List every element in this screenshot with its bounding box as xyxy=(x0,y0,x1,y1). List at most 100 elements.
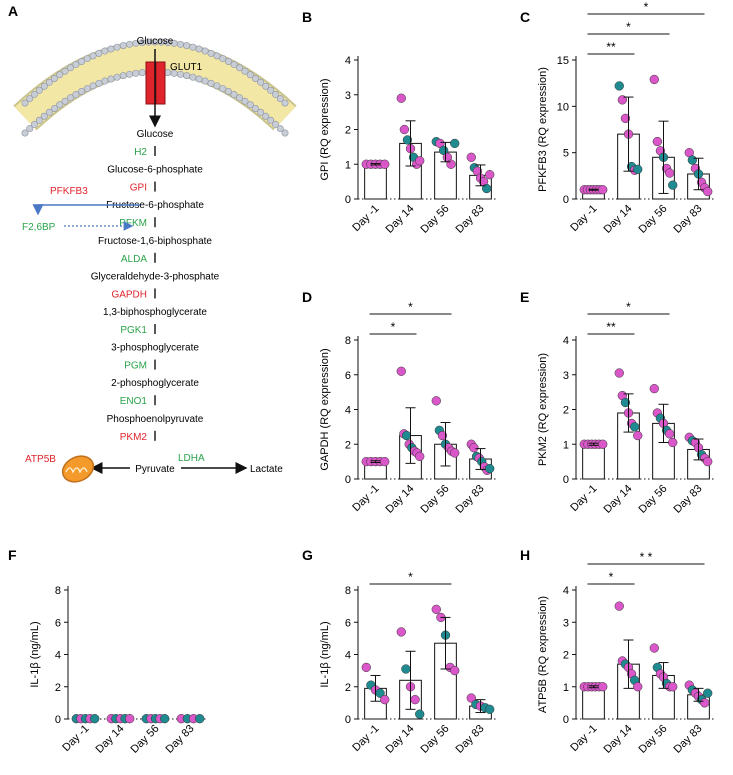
panel-label: F xyxy=(8,547,17,563)
metabolite-label: Glyceraldehyde-3-phosphate xyxy=(91,271,220,282)
significance-label: * xyxy=(609,570,614,584)
lipid-head xyxy=(219,55,227,63)
data-point xyxy=(125,714,135,724)
data-point xyxy=(649,643,659,653)
f26bp-label: F2,6BP xyxy=(22,222,56,233)
data-point xyxy=(699,698,710,708)
data-point xyxy=(620,397,631,408)
data-point xyxy=(195,714,205,724)
lipid-head xyxy=(35,116,43,124)
lipid-head xyxy=(230,91,238,99)
data-point xyxy=(396,627,406,637)
x-tick-label: Day 83 xyxy=(671,483,704,516)
y-tick-label: 0 xyxy=(55,714,61,726)
lipid-head xyxy=(83,55,91,63)
y-axis-label: PKM2 (RQ expression) xyxy=(537,353,549,466)
glut1-transporter-half xyxy=(155,61,166,105)
data-point xyxy=(431,604,441,614)
lipid-head xyxy=(230,61,238,69)
x-tick-label: Day 83 xyxy=(453,203,486,236)
lipid-head xyxy=(50,104,58,112)
x-tick-label: Day 56 xyxy=(418,723,451,756)
x-tick-label: Day 56 xyxy=(418,483,451,516)
data-point xyxy=(614,601,624,611)
lipid-head xyxy=(267,86,275,94)
lipid-head xyxy=(95,49,103,57)
lipid-head xyxy=(107,75,115,83)
lipid-head xyxy=(189,43,197,51)
enzyme-label: ENO1 xyxy=(120,396,148,407)
data-point xyxy=(380,159,390,169)
x-tick-label: Day -1 xyxy=(350,483,381,514)
data-point xyxy=(668,180,678,190)
data-point xyxy=(380,695,390,705)
lipid-head xyxy=(126,70,134,78)
mitochondria-icon xyxy=(61,455,95,483)
lipid-head xyxy=(281,99,289,107)
lipid-head xyxy=(236,64,244,72)
x-tick-label: Day 56 xyxy=(128,723,161,756)
lipid-head xyxy=(195,75,203,83)
lipid-head xyxy=(272,90,280,98)
y-tick-label: 3 xyxy=(345,90,351,102)
lactate-label: Lactate xyxy=(250,464,283,475)
lipid-head xyxy=(113,43,121,51)
y-tick-label: 4 xyxy=(345,650,351,662)
y-tick-label: 4 xyxy=(563,335,569,347)
y-axis-label: IL-1β (ng/mL) xyxy=(29,621,41,687)
lipid-head xyxy=(56,71,64,79)
significance-label: * * xyxy=(640,550,653,564)
significance-label: * xyxy=(626,20,631,34)
data-point xyxy=(485,170,495,180)
y-tick-label: 2 xyxy=(563,405,569,417)
y-tick-label: 0 xyxy=(563,194,569,206)
lipid-head xyxy=(113,73,121,81)
data-point xyxy=(469,443,479,453)
data-point xyxy=(633,682,643,692)
data-point xyxy=(617,95,628,105)
pyruvate-label: Pyruvate xyxy=(135,464,175,475)
data-point xyxy=(450,138,460,149)
x-tick-label: Day 14 xyxy=(93,723,126,756)
lipid-head xyxy=(21,129,29,137)
glucose-outside-label: Glucose xyxy=(137,36,174,47)
lipid-head xyxy=(252,74,260,82)
lipid-head xyxy=(262,112,270,120)
y-axis-label: GAPDH (RQ expression) xyxy=(319,348,331,470)
lipid-head xyxy=(101,77,109,85)
metabolite-label: 2-phosphoglycerate xyxy=(111,378,199,389)
data-point xyxy=(410,695,420,705)
significance-label: * xyxy=(391,320,396,334)
lipid-head xyxy=(45,78,53,86)
lipid-head xyxy=(132,69,140,77)
atp5b-label: ATP5B xyxy=(25,454,56,465)
x-tick-label: Day -1 xyxy=(568,723,599,754)
y-tick-label: 15 xyxy=(557,55,569,67)
y-tick-label: 2 xyxy=(345,125,351,137)
bar xyxy=(582,443,605,480)
lipid-head xyxy=(56,101,64,109)
y-tick-label: 8 xyxy=(345,335,351,347)
enzyme-label: H2 xyxy=(134,147,147,158)
data-point xyxy=(415,156,425,166)
lipid-head xyxy=(126,40,134,48)
data-point xyxy=(620,113,631,124)
lipid-head xyxy=(45,108,53,116)
data-point xyxy=(399,124,410,135)
data-point xyxy=(401,430,412,441)
data-point xyxy=(431,396,441,406)
enzyme-label: PGM xyxy=(124,361,147,372)
data-point xyxy=(649,74,659,85)
y-tick-label: 1 xyxy=(345,159,351,171)
data-point xyxy=(396,93,406,103)
y-tick-label: 6 xyxy=(55,617,61,629)
metabolite-label: Glucose-6-phosphate xyxy=(107,165,203,176)
lipid-head xyxy=(78,87,86,95)
data-point xyxy=(160,714,170,724)
data-point xyxy=(629,422,640,432)
glut1-transporter xyxy=(145,61,156,105)
lipid-head xyxy=(26,95,34,103)
lipid-head xyxy=(61,67,69,75)
metabolite-label: Fructose-6-phosphate xyxy=(106,200,204,211)
